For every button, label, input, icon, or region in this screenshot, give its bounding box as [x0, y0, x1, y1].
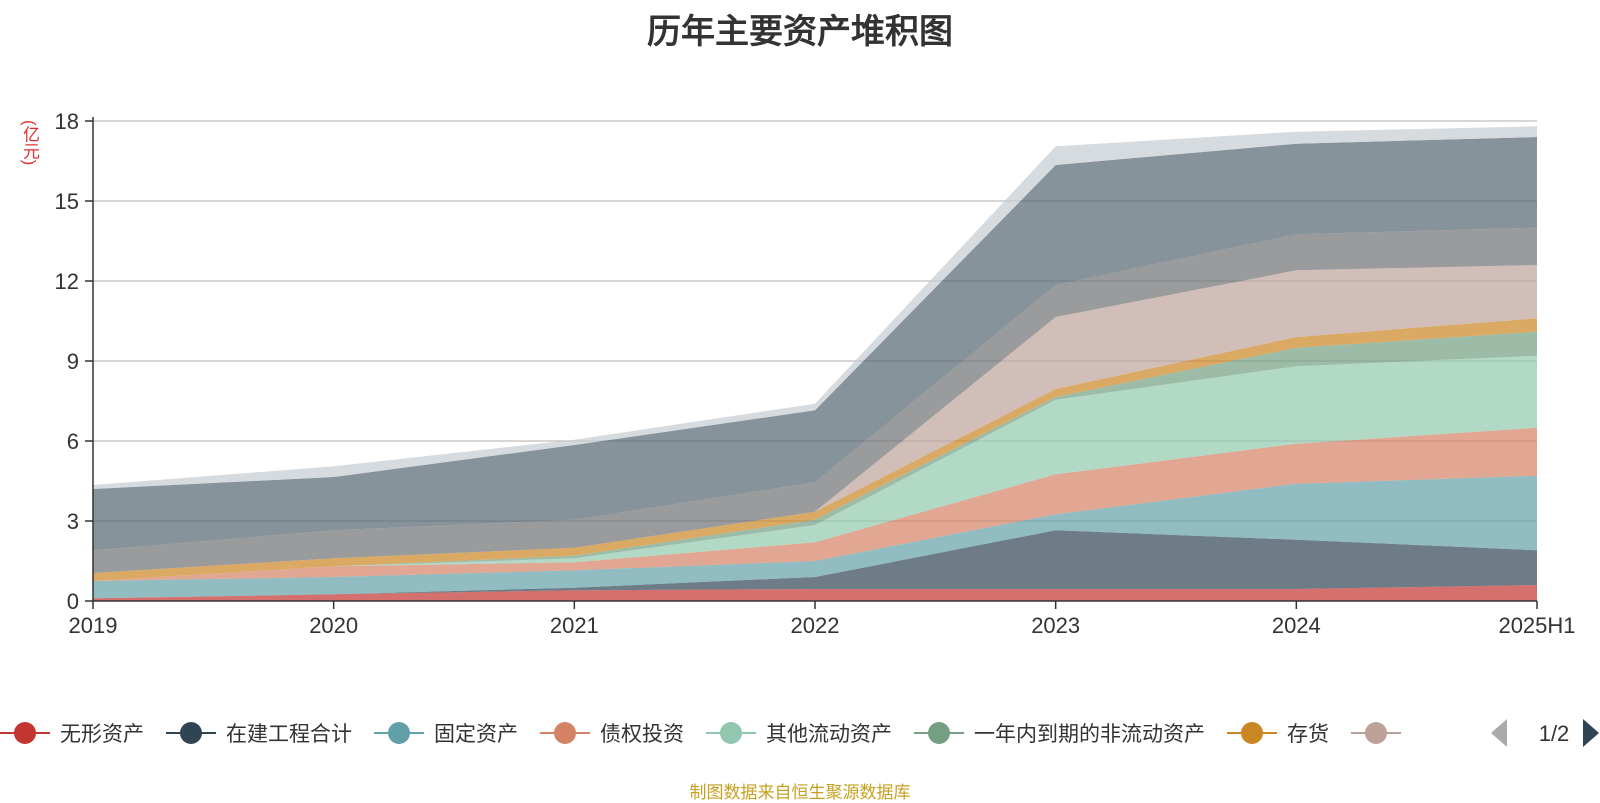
legend-marker	[180, 722, 202, 744]
x-tick-label: 2021	[550, 613, 599, 638]
legend-page-indicator: 1/2	[1539, 721, 1570, 746]
area-series	[93, 427, 1537, 581]
y-tick-label: 3	[67, 509, 79, 534]
legend-label: 无形资产	[60, 723, 144, 746]
legend-marker	[554, 722, 576, 744]
axes: 0 3 6 9 12 15 18 2019 2020 2021 2022 2023 2024 2025H1	[55, 109, 1576, 638]
y-tick-label: 0	[67, 589, 79, 614]
legend-marker	[388, 722, 410, 744]
legend-marker	[1241, 722, 1263, 744]
y-axis-unit-label: (亿元)	[20, 120, 39, 166]
legend-label: 债权投资	[600, 723, 684, 746]
x-tick-label: 2022	[791, 613, 840, 638]
prev-page-icon[interactable]	[1491, 719, 1507, 747]
legend-item[interactable]: 其他流动资产	[706, 722, 892, 746]
legend-item[interactable]: 无形资产	[0, 722, 144, 746]
legend-label: 存货	[1287, 723, 1329, 746]
area-series	[93, 530, 1537, 599]
area-series	[93, 137, 1537, 551]
legend-label: 其他流动资产	[766, 723, 892, 746]
next-page-icon[interactable]	[1583, 719, 1599, 747]
area-series	[93, 227, 1537, 573]
legend-item[interactable]	[1351, 722, 1401, 744]
legend-item[interactable]: 一年内到期的非流动资产	[914, 722, 1205, 746]
legend-marker	[14, 722, 36, 744]
x-tick-label: 2019	[69, 613, 118, 638]
y-tick-label: 15	[55, 189, 79, 214]
legend-label: 固定资产	[434, 723, 518, 746]
legend-item[interactable]: 债权投资	[540, 722, 684, 746]
legend-pager[interactable]: 1/2	[1491, 719, 1599, 747]
legend[interactable]: 无形资产 在建工程合计 固定资产 债权投资 其他流动资产 一年内到期的非流动资产 存货 1/2	[0, 713, 1600, 753]
legend-item[interactable]: 存货	[1227, 722, 1329, 746]
legend-item[interactable]: 固定资产	[374, 722, 518, 746]
legend-marker	[720, 722, 742, 744]
area-series	[93, 355, 1537, 581]
x-tick-label: 2025H1	[1498, 613, 1575, 638]
x-tick-label: 2023	[1031, 613, 1080, 638]
source-note: 制图数据来自恒生聚源数据库	[689, 783, 911, 802]
chart-title: 历年主要资产堆积图	[647, 13, 953, 51]
x-tick-label: 2020	[309, 613, 358, 638]
y-tick-label: 18	[55, 109, 79, 134]
legend-marker	[1365, 722, 1387, 744]
y-tick-label: 9	[67, 349, 79, 374]
y-tick-label: 12	[55, 269, 79, 294]
legend-item[interactable]: 在建工程合计	[166, 722, 352, 746]
area-series	[93, 475, 1537, 599]
area-series-group	[93, 126, 1537, 601]
y-tick-label: 6	[67, 429, 79, 454]
legend-marker	[928, 722, 950, 744]
legend-label: 在建工程合计	[226, 723, 352, 746]
legend-label: 一年内到期的非流动资产	[974, 723, 1205, 746]
area-series	[93, 331, 1537, 581]
area-series	[93, 265, 1537, 573]
x-tick-label: 2024	[1272, 613, 1321, 638]
